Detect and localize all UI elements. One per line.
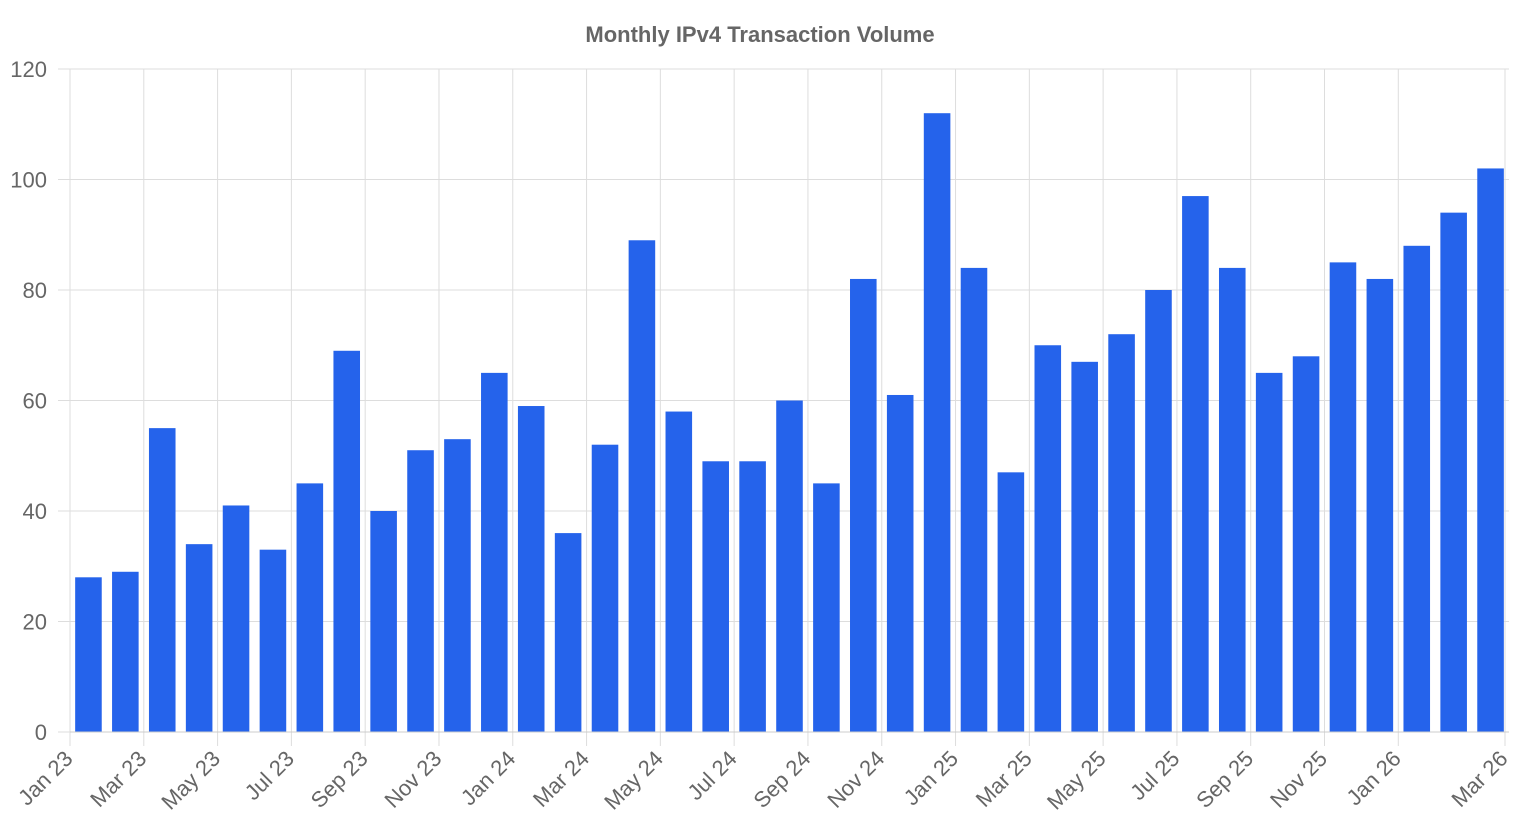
x-tick-label: Jul 24 [682, 746, 741, 805]
y-axis: 0 20 40 60 80 100 120 [10, 57, 47, 745]
x-tick-label: Jul 25 [1125, 746, 1184, 805]
x-tick-label: May 23 [156, 746, 225, 815]
y-tick-label: 20 [23, 610, 47, 635]
bar[interactable] [1182, 196, 1209, 732]
x-tick-label: Jan 26 [1341, 746, 1405, 810]
bar[interactable] [997, 472, 1025, 732]
x-tick-label: Mar 23 [85, 746, 151, 812]
x-axis: Jan 23 Mar 23 May 23 Jul 23 Sep 23 Nov 23 Jan … [13, 731, 1513, 815]
bar[interactable] [628, 240, 656, 732]
x-tick-label: Sep 23 [306, 746, 373, 813]
x-tick-label: Jan 23 [13, 746, 77, 810]
bar[interactable] [185, 544, 213, 732]
x-tick-label: Sep 25 [1191, 746, 1258, 813]
bar[interactable] [850, 278, 877, 732]
bar[interactable] [444, 439, 471, 732]
bar[interactable] [75, 577, 102, 732]
x-tick-label: Nov 25 [1265, 746, 1332, 813]
bar[interactable] [517, 406, 545, 732]
y-tick-label: 80 [23, 278, 47, 303]
bar[interactable] [370, 511, 397, 732]
y-tick-label: 60 [23, 389, 47, 414]
x-tick-label: Mar 24 [528, 746, 594, 812]
bar[interactable] [886, 394, 914, 732]
bar[interactable] [259, 549, 287, 732]
bar[interactable] [112, 571, 139, 732]
x-tick-label: Jan 25 [899, 746, 963, 810]
chart-title: Monthly IPv4 Transaction Volume [585, 22, 934, 47]
bar[interactable] [148, 428, 176, 732]
bar[interactable] [591, 444, 619, 732]
x-tick-label: Jul 23 [240, 746, 299, 805]
x-tick-label: Mar 25 [971, 746, 1037, 812]
bar[interactable] [481, 372, 508, 732]
bar[interactable] [923, 113, 951, 732]
bars [75, 113, 1504, 733]
bar[interactable] [222, 505, 250, 732]
bar[interactable] [1145, 290, 1172, 732]
x-tick-label: Jan 24 [456, 746, 520, 810]
x-tick-label: May 25 [1042, 746, 1111, 815]
x-tick-label: Nov 23 [380, 746, 447, 813]
bar[interactable] [1329, 262, 1357, 732]
bar[interactable] [665, 411, 693, 732]
y-tick-label: 100 [10, 168, 47, 193]
bar[interactable] [960, 267, 988, 732]
x-tick-label: Sep 24 [748, 746, 815, 813]
bar[interactable] [1071, 361, 1098, 732]
x-tick-label: Mar 26 [1446, 746, 1512, 812]
bar[interactable] [1108, 334, 1135, 732]
bar[interactable] [1218, 267, 1246, 732]
bar[interactable] [1440, 212, 1467, 732]
y-tick-label: 120 [10, 57, 47, 82]
x-tick-label: May 24 [599, 746, 668, 815]
y-tick-label: 0 [35, 720, 47, 745]
y-tick-label: 40 [23, 499, 47, 524]
bar[interactable] [813, 483, 840, 732]
bar[interactable] [333, 350, 361, 732]
bar[interactable] [1477, 168, 1504, 732]
grid [58, 68, 1509, 746]
x-tick-label: Nov 24 [822, 746, 889, 813]
bar[interactable] [1366, 278, 1394, 732]
bar[interactable] [1255, 372, 1283, 732]
bar[interactable] [1034, 345, 1062, 732]
bar[interactable] [296, 483, 324, 732]
bar[interactable] [407, 450, 434, 732]
bar[interactable] [739, 461, 766, 732]
bar[interactable] [702, 461, 729, 732]
bar[interactable] [1403, 245, 1431, 733]
bar[interactable] [554, 533, 582, 732]
bar[interactable] [776, 400, 803, 733]
bar[interactable] [1292, 356, 1320, 732]
